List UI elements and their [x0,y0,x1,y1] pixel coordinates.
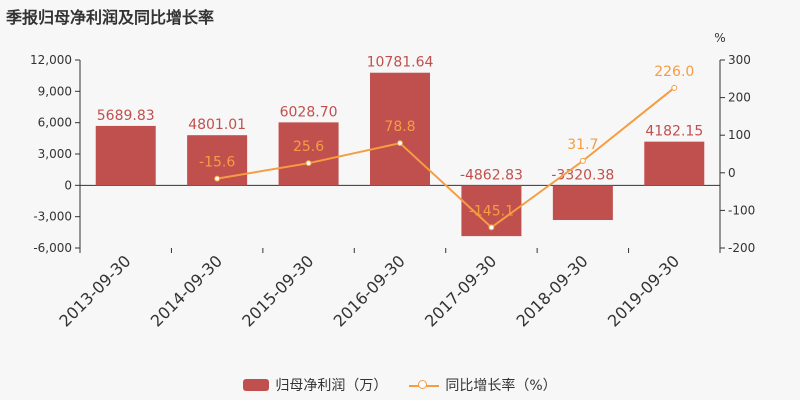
bar-value-label: -4862.83 [460,167,523,183]
growth-value-label: -145.1 [469,203,514,219]
growth-point-2015-09-30 [305,160,312,167]
bar-value-label: 6028.70 [280,104,338,120]
x-tick-label: 2018-09-30 [513,251,592,330]
bar-2019-09-30 [644,141,705,186]
growth-point-2017-09-30 [488,224,495,231]
y-right-tick-label: -100 [728,203,755,217]
x-tick-label: 2015-09-30 [238,251,317,330]
chart-title: 季报归母净利润及同比增长率 [6,8,215,27]
y-left-tick-label: 12,000 [30,53,72,67]
growth-value-label: 31.7 [567,137,598,153]
growth-rate-line [216,87,675,229]
growth-point-2019-09-30 [671,84,678,91]
y-right-tick-label: 100 [728,128,751,142]
legend: 归母净利润（万） 同比增长率（%） [0,375,800,395]
legend-item-growth[interactable]: 同比增长率（%） [409,375,557,395]
growth-point-2014-09-30 [214,175,221,182]
bar-2015-09-30 [278,122,339,186]
x-tick-label: 2019-09-30 [604,251,683,330]
growth-value-label: -15.6 [199,155,235,171]
bar-value-label: 4182.15 [645,124,703,140]
x-tick-label: 2016-09-30 [330,251,409,330]
bar-value-label: 10781.64 [367,55,434,71]
bar-value-label: 5689.83 [97,108,155,124]
x-tick-label: 2013-09-30 [55,251,134,330]
bar-value-label: -3320.38 [551,167,614,183]
y-right-tick-label: 200 [728,91,751,105]
legend-line-swatch [409,378,440,392]
legend-item-profit[interactable]: 归母净利润（万） [243,375,387,395]
growth-point-2016-09-30 [397,140,403,147]
y-left-tick-label: 6,000 [38,116,72,130]
y-right-unit-label: % [714,31,725,45]
bar-2018-09-30 [552,185,613,221]
legend-label-growth: 同比增长率（%） [445,378,557,394]
y-left-tick-label: 3,000 [38,147,72,161]
y-right-tick-label: -200 [728,241,755,255]
growth-value-label: 25.6 [293,139,324,155]
x-tick-label: 2014-09-30 [147,251,226,330]
y-left-tick-label: -6,000 [33,241,72,255]
legend-bar-swatch [243,379,270,391]
x-tick-label: 2017-09-30 [421,251,500,330]
legend-label-profit: 归母净利润（万） [275,378,388,394]
bar-2013-09-30 [95,125,156,186]
growth-point-2018-09-30 [579,157,586,164]
bar-value-label: 4801.01 [188,117,246,133]
y-right-tick-label: 0 [728,166,736,180]
growth-value-label: 226.0 [654,64,694,80]
y-right-tick-label: 300 [728,53,751,67]
bar-2016-09-30 [370,72,430,186]
growth-value-label: 78.8 [384,119,415,135]
y-left-tick-label: 9,000 [38,84,72,98]
y-left-tick-label: -3,000 [33,210,72,224]
y-left-tick-label: 0 [64,178,72,192]
